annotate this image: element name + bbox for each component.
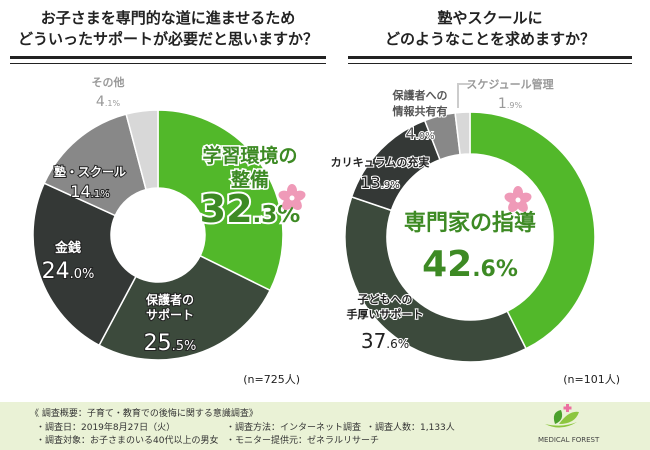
- chart2-slice-4: [454, 111, 471, 156]
- right-title-line-1: 塾やスクールに: [437, 9, 543, 27]
- chart1-slice-2: [32, 182, 137, 347]
- survey-count: ・調査人数：1,133人: [366, 423, 455, 433]
- chart1-sakura-icon: [278, 184, 306, 211]
- chart2-slice-0: [469, 111, 596, 350]
- chart1-slice-4: [125, 109, 159, 191]
- right-title-line-2: どのようなことを求めますか？: [384, 30, 595, 48]
- survey-method: ・調査方法：インターネット調査: [226, 423, 362, 433]
- survey-provider: ・モニター提供元：ゼネラルリサーチ: [226, 436, 380, 446]
- chart2-label-1-line-0: 子どもへの: [358, 293, 413, 306]
- chart1-sample-size: (n=725人): [243, 373, 300, 386]
- chart2-leader-line: [457, 83, 472, 108]
- survey-target: ・調査対象：お子さまのいる40代以上の男女: [36, 436, 219, 446]
- left-title-line-1: お子さまを専門的な道に進ませるため: [40, 9, 296, 27]
- chart1-label-1-line-0: 保護者の: [145, 292, 194, 307]
- logo-text: MEDICAL FOREST: [538, 436, 600, 444]
- chart2-sample-size: (n=101人): [563, 373, 620, 386]
- chart2-value-3: 4.0%: [405, 124, 434, 143]
- chart1-label-3-line-0: 塾・スクール: [54, 164, 126, 179]
- chart2-label-4-line-0: スケジュール管理: [466, 77, 553, 91]
- survey-footer: 《 調査概要：子育て・教育での後悔に関する意識調査》 ・調査日：2019年8月2…: [0, 402, 650, 450]
- chart2-label-0-line-0: 専門家の指導: [404, 210, 536, 236]
- left-title-rule-thin: [10, 63, 326, 64]
- left-title-rule: [10, 56, 326, 59]
- survey-heading: 《 調査概要：子育て・教育での後悔に関する意識調査》: [30, 409, 258, 419]
- chart2-label-1-line-1: 手厚いサポート: [347, 307, 424, 321]
- chart2-slice-1: [344, 195, 528, 363]
- chart1-value-3: 14.1%: [70, 182, 109, 201]
- chart1-value-1: 25.5%: [144, 331, 197, 356]
- survey-date: ・調査日：2019年8月27日（火）: [36, 423, 176, 433]
- chart1-value-0: 32.3%: [200, 187, 301, 231]
- chart1-value-2: 24.0%: [42, 259, 95, 284]
- chart1-label-0-line-0: 学習環境の: [202, 144, 297, 167]
- chart2-label-3-line-1: 情報共有有: [393, 104, 448, 118]
- chart2-sakura-icon: [504, 186, 532, 213]
- chart1-label-0-line-1: 整備: [231, 168, 269, 191]
- chart2-value-1: 37.6%: [361, 329, 409, 353]
- left-chart-title: お子さまを専門的な道に進ませるため どういったサポートが必要だと思いますか？: [10, 8, 326, 50]
- chart1-value-4: 4.1%: [96, 94, 121, 110]
- medical-forest-logo-icon: [545, 404, 579, 428]
- chart1-slice-1: [98, 254, 272, 361]
- chart1-slice-0: [157, 109, 284, 292]
- chart2-label-3-line-0: 保護者への: [392, 88, 448, 102]
- chart1-label-1-line-1: サポート: [146, 307, 194, 322]
- right-chart-title: 塾やスクールに どのようなことを求めますか？: [348, 8, 632, 50]
- chart2-value-0: 42.6%: [422, 244, 518, 285]
- chart2-value-2: 13.9%: [360, 173, 399, 192]
- chart1-label-4-line-0: その他: [92, 75, 125, 89]
- chart1-label-2-line-0: 金銭: [54, 240, 81, 256]
- left-title-line-2: どういったサポートが必要だと思いますか？: [17, 30, 318, 48]
- right-title-rule: [348, 56, 632, 59]
- right-title-rule-thin: [348, 63, 632, 64]
- chart2-label-2-line-0: カリキュラムの充実: [331, 155, 430, 169]
- chart2-value-4: 1.9%: [498, 96, 523, 112]
